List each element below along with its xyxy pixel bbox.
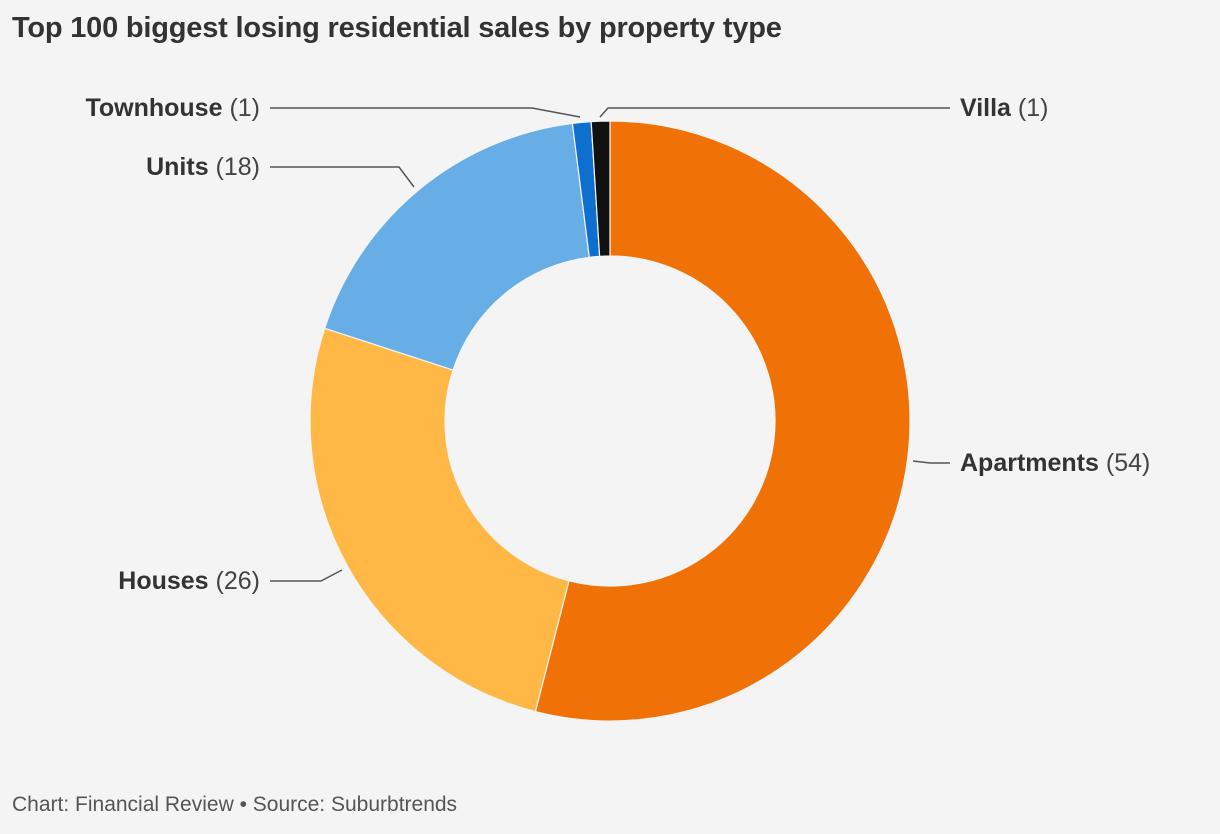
slice-label-houses: Houses (26) [118, 567, 260, 595]
slice-apartments [534, 120, 911, 722]
slice-label-count: (26) [209, 567, 260, 595]
leader-line-townhouse [270, 107, 581, 118]
slice-label-townhouse: Townhouse (1) [85, 94, 260, 122]
slice-label-name: Houses [118, 567, 208, 595]
leader-line-villa [599, 107, 950, 118]
slice-label-count: (1) [1011, 94, 1049, 122]
chart-title: Top 100 biggest losing residential sales… [12, 12, 782, 44]
slice-villa [590, 120, 611, 257]
slice-label-count: (1) [223, 94, 261, 122]
leader-line-houses [270, 569, 343, 582]
slice-label-name: Apartments [960, 449, 1099, 477]
slice-units [323, 122, 590, 371]
slice-houses [309, 327, 570, 713]
chart-footer: Chart: Financial Review • Source: Suburb… [12, 793, 458, 816]
slice-label-villa: Villa (1) [960, 94, 1048, 122]
slice-label-name: Villa [960, 94, 1012, 122]
leader-line-apartments [912, 460, 950, 464]
slice-label-units: Units (18) [146, 153, 260, 181]
slice-label-count: (18) [209, 153, 260, 181]
slice-labels: Apartments (54) Houses (26) Units (18) Town… [85, 94, 1150, 595]
leader-lines [270, 107, 950, 582]
slice-label-name: Units [146, 153, 209, 181]
donut-slices [309, 120, 911, 722]
slice-label-apartments: Apartments (54) [960, 449, 1150, 477]
slice-label-name: Townhouse [85, 94, 222, 122]
slice-label-count: (54) [1099, 449, 1150, 477]
leader-line-units [270, 166, 415, 188]
